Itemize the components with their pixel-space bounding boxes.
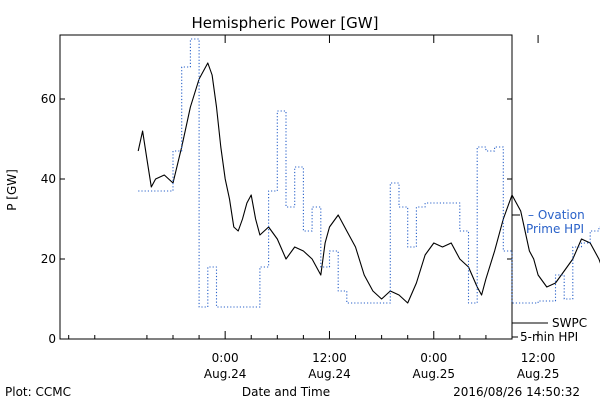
x-tick-date-0: Aug.24 xyxy=(204,367,247,381)
legend-swpc: SWPC 5-min HPI xyxy=(512,316,587,344)
y-tick-label-0: 0 xyxy=(48,332,56,346)
series-layer xyxy=(137,38,600,308)
y-tick-label-3: 60 xyxy=(41,92,56,106)
footer-timestamp: 2016/08/26 14:50:32 xyxy=(453,385,580,399)
legend-ovation: – Ovation Prime HPI xyxy=(512,208,585,236)
x-tick-date-2: Aug.25 xyxy=(413,367,456,381)
series-line-1 xyxy=(138,38,600,308)
x-tick-time-3: 12:00 xyxy=(521,351,556,365)
x-tick-time-2: 0:00 xyxy=(420,351,447,365)
series-line-0 xyxy=(137,62,600,304)
x-tick-time-1: 12:00 xyxy=(312,351,347,365)
legend-swpc-line2: 5-min HPI xyxy=(520,330,578,344)
legend-ovation-line2: Prime HPI xyxy=(526,222,584,236)
plot-frame xyxy=(59,34,513,340)
y-axis-label: P [GW] xyxy=(5,169,19,211)
legend-swpc-line1: SWPC xyxy=(552,316,587,330)
plot-area-border xyxy=(59,34,513,340)
x-axis-label: Date and Time xyxy=(242,385,330,399)
chart-title: Hemispheric Power [GW] xyxy=(192,14,379,32)
y-axis: 0 20 40 60 xyxy=(41,92,512,346)
x-tick-date-3: Aug.25 xyxy=(517,367,560,381)
footer-plot-source: Plot: CCMC xyxy=(5,385,71,399)
legend-ovation-line1: – Ovation xyxy=(528,208,585,222)
x-axis: 0:00 Aug.24 12:00 Aug.24 0:00 Aug.25 12:00 Aug.… xyxy=(68,35,560,381)
x-tick-date-1: Aug.24 xyxy=(308,367,351,381)
y-tick-label-2: 40 xyxy=(41,172,56,186)
x-tick-time-0: 0:00 xyxy=(212,351,239,365)
y-tick-label-1: 20 xyxy=(41,252,56,266)
